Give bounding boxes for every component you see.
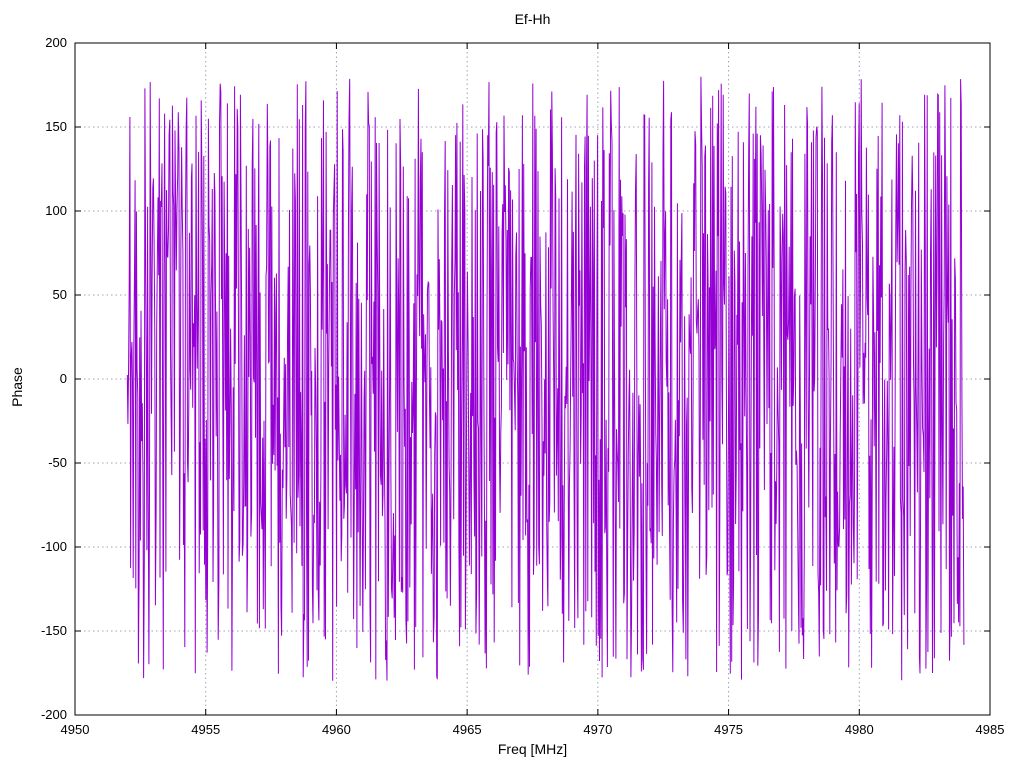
- x-tick-label: 4960: [322, 722, 351, 737]
- y-tick-label: -200: [41, 707, 67, 722]
- x-tick-label: 4975: [714, 722, 743, 737]
- y-tick-label: -100: [41, 539, 67, 554]
- y-tick-label: 0: [60, 371, 67, 386]
- y-tick-label: -50: [48, 455, 67, 470]
- x-tick-label: 4965: [453, 722, 482, 737]
- y-tick-label: 150: [45, 119, 67, 134]
- chart-title: Ef-Hh: [514, 11, 551, 27]
- y-tick-label: -150: [41, 623, 67, 638]
- x-tick-label: 4980: [845, 722, 874, 737]
- y-tick-label: 200: [45, 35, 67, 50]
- x-tick-label: 4970: [583, 722, 612, 737]
- x-tick-label: 4985: [976, 722, 1005, 737]
- y-tick-label: 50: [53, 287, 67, 302]
- x-tick-label: 4955: [191, 722, 220, 737]
- y-tick-label: 100: [45, 203, 67, 218]
- x-axis-label: Freq [MHz]: [497, 741, 568, 757]
- x-tick-label: 4950: [61, 722, 90, 737]
